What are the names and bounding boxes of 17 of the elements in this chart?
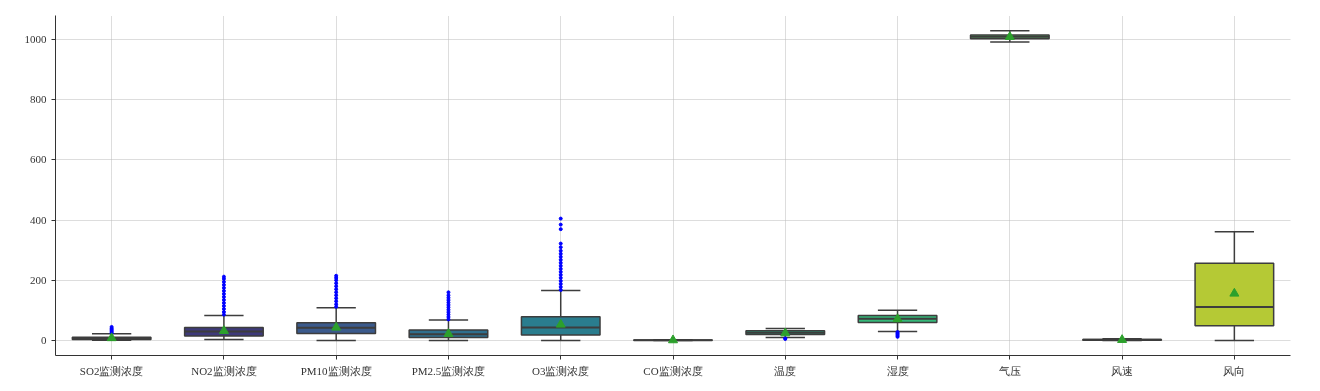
x-tick-label: 风向 xyxy=(1223,364,1246,377)
x-tick-label: PM2.5监测浓度 xyxy=(411,364,486,377)
x-tick-label: 湿度 xyxy=(886,364,909,377)
x-tick-label: PM10监测浓度 xyxy=(300,364,372,377)
x-tick-label: 风速 xyxy=(1111,364,1134,377)
y-tick-label: 1000 xyxy=(24,33,47,46)
y-tick-label: 800 xyxy=(30,93,47,106)
x-tick-label: NO2监测浓度 xyxy=(191,364,257,377)
x-tick-label: CO监测浓度 xyxy=(643,364,703,377)
y-tick-label: 0 xyxy=(41,333,47,346)
y-tick-label: 200 xyxy=(30,273,47,286)
y-tick-label: 600 xyxy=(30,153,47,166)
x-tick-label: 温度 xyxy=(774,364,797,377)
x-tick-label: 气压 xyxy=(998,364,1021,377)
x-tick-label: O3监测浓度 xyxy=(532,364,590,377)
x-tick-label: SO2监测浓度 xyxy=(79,364,144,377)
y-tick-label: 400 xyxy=(30,213,47,226)
